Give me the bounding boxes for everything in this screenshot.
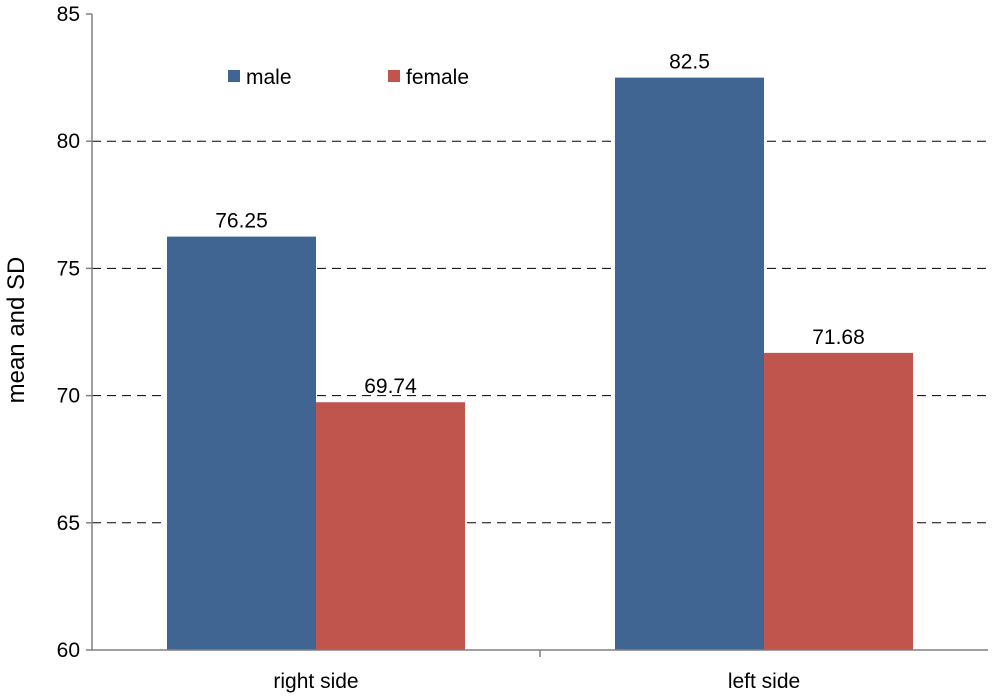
x-tick-label: left side [728,670,800,693]
data-label-female-2: 71.68 [812,326,865,349]
y-axis-title: mean and SD [3,257,30,404]
legend-swatch-female [388,70,400,82]
legend: male female [228,66,469,89]
y-tick-label: 60 [57,639,80,662]
data-labels: 76.25 69.74 82.5 71.68 [215,51,865,399]
legend-swatch-male [228,70,240,82]
y-tick-label: 65 [57,512,80,535]
y-tick-label: 70 [57,385,80,408]
legend-label-male: male [246,66,292,89]
y-tick-label: 75 [57,257,80,280]
x-axis-ticks: right side left side [273,650,800,693]
bar-female-1 [316,402,465,650]
data-label-male-1: 76.25 [215,210,268,233]
bar-male-1 [167,236,316,650]
bar-female-2 [764,352,913,650]
data-label-male-2: 82.5 [669,51,710,74]
x-tick-label: right side [273,670,358,693]
bar-male-2 [615,77,764,651]
y-tick-label: 85 [57,3,80,26]
y-axis-ticks: 60 65 70 75 80 85 [57,3,92,662]
legend-label-female: female [406,66,469,89]
y-tick-label: 80 [57,130,80,153]
bars [167,77,913,651]
data-label-female-1: 69.74 [364,375,417,398]
